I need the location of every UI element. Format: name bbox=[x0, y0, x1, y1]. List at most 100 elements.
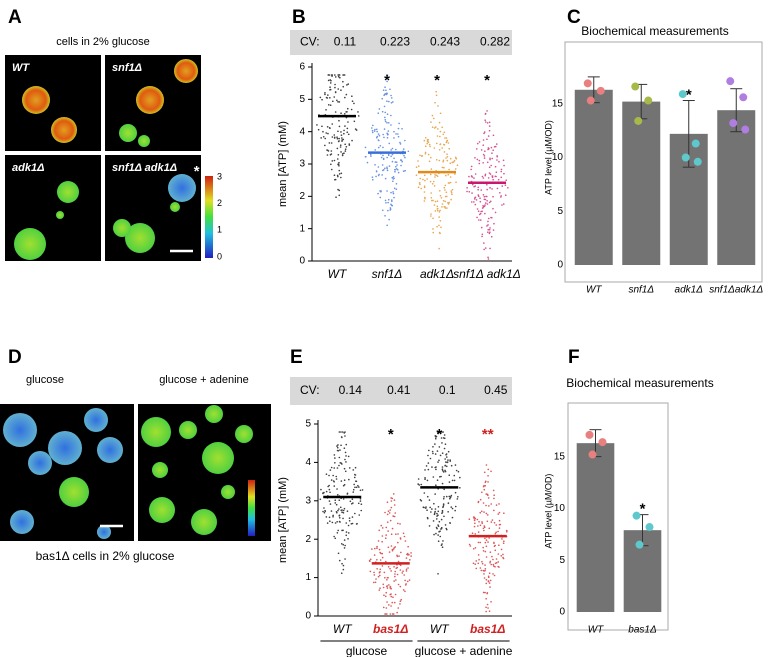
y-tick-label: 5 bbox=[299, 94, 305, 105]
dot-cloud bbox=[415, 90, 459, 250]
y-tick-label: 1 bbox=[299, 223, 305, 234]
significance-star: * bbox=[640, 501, 646, 518]
y-tick-label: 3 bbox=[305, 495, 311, 506]
y-tick-label: 10 bbox=[552, 152, 564, 163]
cv-box bbox=[290, 30, 512, 55]
microscopy-d: glucose glucose + adenine 0 1 2 3 4 bas1Δ ce… bbox=[0, 374, 271, 563]
chart-title: Biochemical measurements bbox=[581, 24, 728, 38]
y-axis-label: mean [ATP] (mM) bbox=[277, 477, 289, 563]
dot-cloud bbox=[466, 110, 509, 260]
data-point bbox=[596, 86, 605, 95]
y-tick-label: 5 bbox=[305, 419, 311, 430]
data-point bbox=[634, 116, 643, 125]
panel-letter: C bbox=[567, 7, 581, 28]
colorbar-label: 1 bbox=[258, 516, 263, 526]
data-point bbox=[726, 77, 735, 86]
colorbar-label: 1 bbox=[217, 225, 222, 235]
y-tick-label: 6 bbox=[299, 62, 305, 73]
cv-value: 0.243 bbox=[430, 35, 460, 49]
y-tick-label: 1 bbox=[305, 572, 311, 583]
y-tick-label: 0 bbox=[557, 260, 563, 271]
y-axis-label: ATP level (µM/OD) bbox=[543, 120, 553, 195]
y-tick-label: 3 bbox=[299, 159, 305, 170]
cv-value: 0.11 bbox=[334, 35, 357, 49]
cv-value: 0.45 bbox=[484, 383, 508, 397]
image-title: cells in 2% glucose bbox=[56, 36, 150, 48]
x-tick-label: snf1Δadk1Δ bbox=[709, 285, 763, 296]
x-tick-label: snf1Δ bbox=[628, 285, 654, 296]
panel-letter: E bbox=[290, 347, 303, 368]
significance-star: * bbox=[436, 426, 442, 443]
data-point bbox=[583, 79, 592, 88]
chart-title: Biochemical measurements bbox=[566, 376, 713, 390]
significance-star: * bbox=[434, 72, 440, 89]
data-point bbox=[741, 125, 750, 134]
image-caption: bas1Δ cells in 2% glucose bbox=[36, 549, 175, 563]
bar bbox=[717, 110, 756, 265]
plot-frame bbox=[567, 402, 669, 631]
y-tick-label: 2 bbox=[305, 534, 311, 545]
data-point bbox=[693, 157, 702, 166]
plot-frame bbox=[564, 41, 763, 283]
cv-box bbox=[290, 377, 512, 405]
y-tick-label: 0 bbox=[305, 611, 311, 622]
x-tick-label: adk1Δ bbox=[675, 285, 704, 296]
data-point bbox=[645, 523, 654, 532]
panel-letter: D bbox=[8, 347, 22, 368]
y-tick-label: 4 bbox=[299, 126, 305, 137]
dot-cloud bbox=[319, 431, 364, 574]
y-tick-label: 10 bbox=[554, 503, 566, 514]
data-point bbox=[598, 438, 607, 447]
x-tick-label: adk1Δ bbox=[420, 267, 454, 281]
x-tick-label: snf1Δ bbox=[372, 267, 403, 281]
cv-value: 0.282 bbox=[480, 35, 510, 49]
colorbar-label: 4 bbox=[258, 475, 263, 485]
y-tick-label: 15 bbox=[554, 451, 566, 462]
data-point bbox=[585, 430, 594, 439]
x-tick-label: WT bbox=[586, 285, 602, 296]
x-tick-label: bas1Δ bbox=[470, 622, 505, 636]
data-point bbox=[678, 90, 687, 99]
dot-cloud bbox=[364, 74, 410, 227]
x-tick-label: bas1Δ bbox=[628, 625, 657, 636]
y-tick-label: 5 bbox=[557, 206, 563, 217]
dot-cloud bbox=[368, 493, 412, 615]
image-label: snf1Δ bbox=[112, 62, 142, 74]
significance-star: * bbox=[384, 72, 390, 89]
x-tick-label: WT bbox=[588, 625, 604, 636]
x-tick-label: bas1Δ bbox=[373, 622, 408, 636]
significance-star: * bbox=[686, 86, 692, 103]
cv-value: 0.1 bbox=[439, 383, 456, 397]
group-label: glucose bbox=[346, 644, 388, 657]
panel-letter: B bbox=[292, 7, 306, 28]
data-point bbox=[644, 96, 653, 105]
group-label: glucose + adenine bbox=[415, 644, 513, 657]
significance-star: * bbox=[388, 426, 394, 443]
panel-letter: F bbox=[568, 347, 580, 368]
colorbar-label: 0 bbox=[258, 529, 263, 539]
colorbar-label: 3 bbox=[217, 171, 222, 181]
image-label: WT bbox=[12, 62, 30, 74]
colorbar-label: 2 bbox=[258, 502, 263, 512]
cv-value: 0.223 bbox=[380, 35, 410, 49]
colorbar-label: 2 bbox=[217, 198, 222, 208]
bar bbox=[576, 443, 615, 612]
data-point bbox=[586, 96, 595, 105]
bar bbox=[574, 89, 613, 266]
colorbar-label: 3 bbox=[258, 489, 263, 499]
dot-cloud bbox=[316, 74, 360, 198]
x-tick-label: WT bbox=[333, 622, 353, 636]
y-axis-label: mean [ATP] (mM) bbox=[277, 121, 289, 207]
y-tick-label: 4 bbox=[305, 457, 311, 468]
image-label: snf1Δ adk1Δ bbox=[112, 162, 177, 174]
bar bbox=[622, 101, 661, 265]
y-tick-label: 0 bbox=[299, 256, 305, 267]
y-tick-label: 5 bbox=[559, 555, 565, 566]
data-point bbox=[739, 93, 748, 102]
cv-value: 0.41 bbox=[387, 383, 411, 397]
y-tick-label: 15 bbox=[552, 98, 564, 109]
y-axis-label: ATP level (µM/OD) bbox=[543, 474, 553, 549]
data-point bbox=[588, 450, 597, 459]
image-title: glucose + adenine bbox=[159, 374, 249, 386]
dot-cloud bbox=[417, 431, 461, 575]
